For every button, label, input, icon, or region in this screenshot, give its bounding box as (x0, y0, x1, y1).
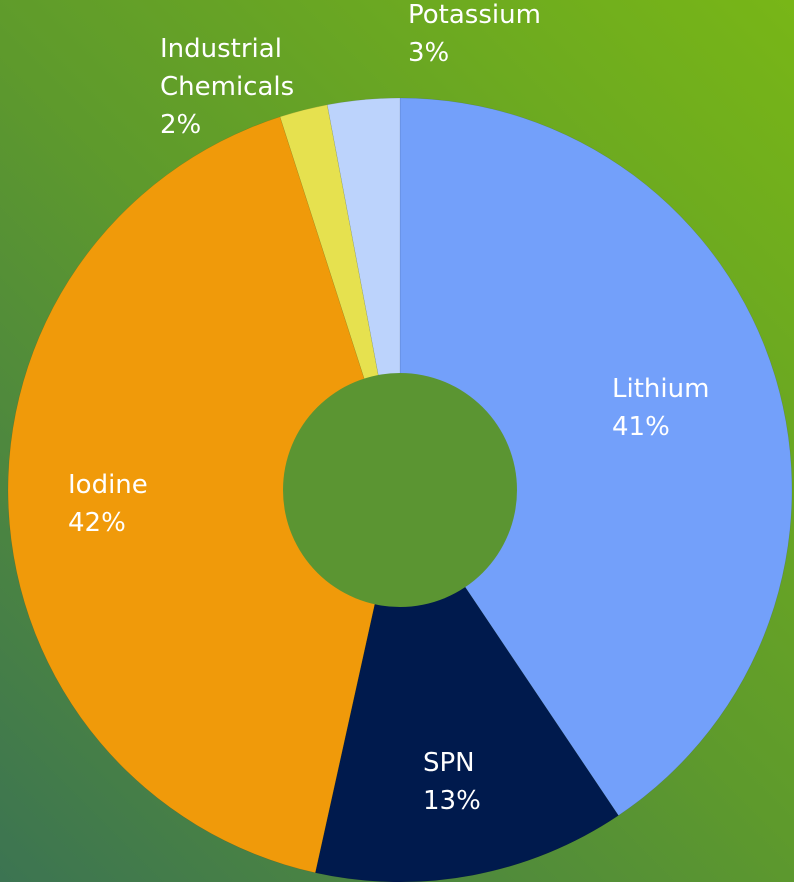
category-name: Industrial Chemicals (160, 34, 295, 102)
slice (7, 116, 401, 874)
value-label: 2% (160, 110, 202, 140)
slice-label: Lithium 41% (612, 370, 794, 446)
slice-label: Potassium 3% (408, 0, 608, 72)
value-label: 13% (423, 786, 481, 816)
slice-label: Industrial Chemicals 2% (160, 30, 330, 144)
category-name: SPN (423, 748, 475, 778)
value-label: 41% (612, 412, 670, 442)
category-name: Potassium (408, 0, 541, 30)
slice-label: Iodine 42% (68, 466, 228, 542)
value-label: 3% (408, 38, 450, 68)
slice (399, 97, 793, 816)
category-name: Lithium (612, 374, 710, 404)
category-name: Iodine (68, 470, 148, 500)
donut-hole (283, 373, 517, 607)
value-label: 42% (68, 508, 126, 538)
slice-label: SPN 13% (423, 744, 543, 820)
